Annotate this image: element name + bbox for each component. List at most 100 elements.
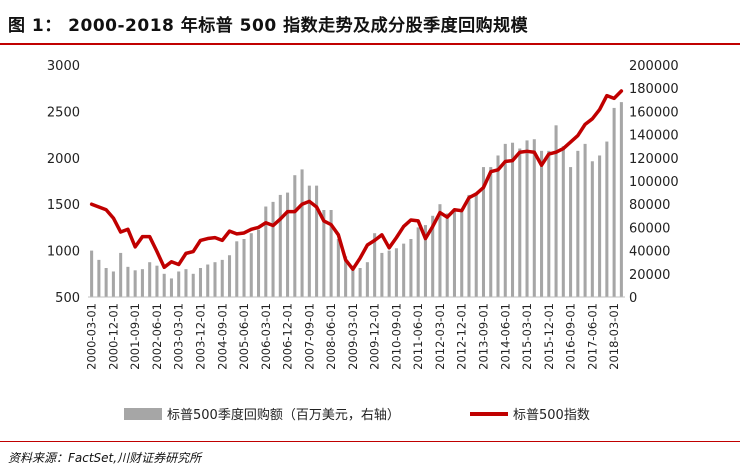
y-right-tick-label: 40000: [629, 245, 670, 260]
bar-buyback-2011-03-01: [409, 239, 413, 297]
bar-buyback-2012-03-01: [438, 204, 442, 297]
line-sp500-index: [89, 89, 624, 271]
x-tick-label: 2001-09-01: [128, 303, 142, 370]
y-left-tick-label: 500: [55, 291, 80, 306]
bar-buyback-2004-09-01: [220, 259, 224, 297]
bar-buyback-2011-12-01: [431, 215, 435, 297]
bar-buyback-2014-03-01: [496, 155, 500, 297]
bar-buyback-2013-12-01: [489, 167, 493, 297]
bar-buyback-2004-12-01: [227, 255, 232, 297]
bar-buyback-2005-03-01: [235, 241, 239, 297]
bar-buyback-2017-09-01: [598, 155, 602, 297]
bar-buyback-2001-09-01: [133, 270, 137, 297]
x-tick-label: 2009-03-01: [346, 303, 360, 370]
bar-buyback-2003-03-01: [177, 271, 181, 297]
y-right-tick-label: 140000: [629, 129, 679, 144]
bar-buyback-2012-12-01: [460, 211, 464, 297]
bar-buyback-2008-03-01: [322, 210, 326, 297]
bar-buyback-2010-12-01: [402, 243, 406, 297]
bar-buyback-2015-03-01: [525, 140, 529, 297]
bar-buyback-2007-06-01: [300, 169, 304, 297]
bar-buyback-2002-03-01: [148, 262, 152, 297]
bar-buyback-2012-06-01: [445, 213, 449, 297]
y-right-tick-label: 20000: [629, 268, 670, 283]
bar-buyback-2002-06-01: [155, 265, 159, 297]
x-tick-label: 2003-12-01: [193, 303, 207, 370]
bar-buyback-2011-06-01: [416, 227, 420, 297]
bar-buyback-2006-12-01: [286, 192, 290, 297]
bar-buyback-2012-09-01: [452, 208, 456, 297]
bar-buyback-2007-12-01: [315, 185, 319, 297]
footer-divider: [0, 441, 740, 442]
y-right-tick-label: 80000: [629, 198, 670, 213]
y-right-tick-label: 160000: [629, 105, 679, 120]
bars-layer: [90, 102, 623, 297]
bar-buyback-2009-12-01: [373, 233, 377, 297]
x-tick-label: 2015-03-01: [520, 303, 534, 370]
y-left-tick-label: 1000: [47, 245, 80, 260]
bar-buyback-2009-03-01: [351, 265, 355, 297]
bar-buyback-2005-06-01: [242, 239, 246, 297]
x-tick-label: 2010-09-01: [389, 303, 403, 370]
bar-buyback-2004-03-01: [206, 264, 210, 297]
x-tick-label: 2016-09-01: [564, 303, 578, 370]
x-tick-label: 2012-12-01: [455, 303, 469, 370]
bar-buyback-2003-06-01: [184, 269, 188, 297]
bar-buyback-2008-12-01: [344, 256, 348, 297]
bar-buyback-2006-03-01: [264, 206, 268, 297]
x-tick-label: 2009-12-01: [368, 303, 382, 370]
line-layer: [89, 89, 624, 271]
bar-buyback-2015-12-01: [547, 150, 551, 297]
x-tick-label: 2005-06-01: [237, 303, 251, 370]
bar-buyback-2009-09-01: [365, 262, 369, 297]
y-left-tick-label: 2000: [47, 152, 80, 167]
bar-buyback-2002-12-01: [169, 278, 173, 297]
legend-swatch-buyback: [124, 408, 162, 420]
bar-buyback-2015-06-01: [532, 139, 536, 297]
bar-buyback-2016-09-01: [569, 167, 573, 297]
bar-buyback-2005-12-01: [257, 229, 261, 297]
figure-header: 图 1： 2000-2018 年标普 500 指数走势及成分股季度回购规模: [0, 0, 740, 44]
source-note: 资料来源：FactSet,川财证券研究所: [8, 451, 202, 465]
bar-buyback-2006-06-01: [271, 201, 275, 297]
legend: 标普500季度回购额（百万美元，右轴） 标普500指数: [124, 407, 590, 423]
bar-buyback-2009-06-01: [358, 268, 362, 297]
bar-buyback-2010-09-01: [394, 248, 398, 297]
y-right-tick-label: 200000: [629, 59, 679, 74]
legend-label-index: 标普500指数: [513, 408, 590, 423]
x-tick-label: 2014-06-01: [498, 303, 512, 370]
x-tick-label: 2007-09-01: [302, 303, 316, 370]
bar-buyback-2011-09-01: [423, 225, 427, 297]
x-tick-label: 2000-12-01: [106, 303, 120, 370]
y-right-tick-label: 180000: [629, 82, 679, 97]
x-tick-label: 2004-09-01: [215, 303, 229, 370]
bar-buyback-2017-03-01: [583, 143, 587, 297]
x-tick-label: 2002-06-01: [150, 303, 164, 370]
y-left-tick-label: 3000: [47, 59, 80, 74]
bar-buyback-2007-03-01: [293, 175, 297, 297]
figure-title: 图 1： 2000-2018 年标普 500 指数走势及成分股季度回购规模: [8, 16, 529, 36]
bar-buyback-2015-09-01: [540, 150, 544, 297]
bar-buyback-2003-12-01: [198, 268, 203, 297]
bar-buyback-2005-09-01: [249, 233, 253, 297]
x-tick-label: 2006-03-01: [259, 303, 273, 370]
y-right-tick-label: 0: [629, 291, 637, 306]
chart: 500 1000 1500 2000 2500 3000 0 20000 40000 60000 8…: [47, 59, 679, 423]
x-tick-label: 2008-06-01: [324, 303, 338, 370]
bar-buyback-2017-12-01: [605, 141, 609, 297]
bar-buyback-2000-12-01: [111, 271, 115, 297]
bar-buyback-2000-03-01: [90, 250, 94, 297]
bar-buyback-2014-12-01: [518, 148, 522, 297]
bar-buyback-2010-06-01: [387, 250, 391, 297]
y-left-tick-label: 1500: [47, 198, 80, 213]
bar-buyback-2001-12-01: [140, 269, 144, 297]
x-tick-label: 2011-06-01: [411, 303, 425, 370]
bar-buyback-2001-06-01: [126, 266, 130, 297]
bar-buyback-2016-12-01: [576, 150, 580, 297]
x-tick-label: 2017-06-01: [585, 303, 599, 370]
bar-buyback-2008-09-01: [336, 239, 340, 297]
axis-layer: 500 1000 1500 2000 2500 3000 0 20000 40000 60000 8…: [47, 59, 679, 370]
x-tick-label: 2012-03-01: [433, 303, 447, 370]
x-tick-label: 2015-12-01: [542, 303, 556, 370]
bar-buyback-2014-06-01: [503, 143, 507, 297]
